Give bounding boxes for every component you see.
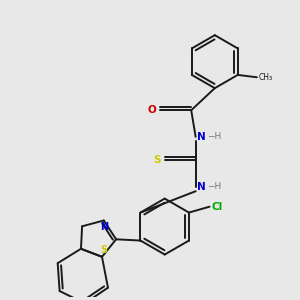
Text: CH₃: CH₃ [258, 73, 272, 82]
Text: Cl: Cl [211, 202, 222, 212]
Text: −H: −H [207, 132, 221, 141]
Text: O: O [147, 105, 156, 115]
Text: S: S [100, 245, 107, 255]
Text: N: N [197, 132, 206, 142]
Text: S: S [153, 155, 160, 165]
Text: −H: −H [207, 182, 221, 191]
Text: N: N [197, 182, 206, 192]
Text: N: N [100, 222, 108, 232]
